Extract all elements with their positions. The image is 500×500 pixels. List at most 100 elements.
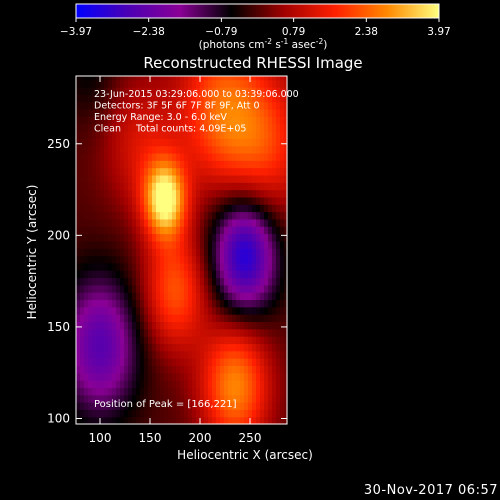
heatmap-cell xyxy=(96,277,101,286)
heatmap-cell xyxy=(152,314,157,323)
heatmap-cell xyxy=(284,306,288,315)
heatmap-image xyxy=(76,76,288,425)
heatmap-cell xyxy=(188,101,193,110)
heatmap-cell xyxy=(116,380,121,388)
heatmap-cell xyxy=(88,299,93,308)
heatmap-cell xyxy=(84,145,89,154)
heatmap-cell xyxy=(80,196,85,205)
heatmap-cell xyxy=(220,182,225,191)
heatmap-cell xyxy=(104,270,109,279)
heatmap-cell xyxy=(180,130,185,139)
heatmap-cell xyxy=(160,226,165,235)
heatmap-cell xyxy=(272,145,277,154)
heatmap-cell xyxy=(116,321,121,330)
heatmap-cell xyxy=(248,204,253,213)
heatmap-cell xyxy=(148,255,153,264)
heatmap-cell xyxy=(240,218,245,227)
heatmap-cell xyxy=(120,365,125,374)
heatmap-cell xyxy=(108,372,113,381)
heatmap-cell xyxy=(208,387,213,396)
heatmap-cell xyxy=(108,240,113,249)
heatmap-cell xyxy=(280,211,285,220)
heatmap-cell xyxy=(236,189,241,198)
heatmap-cell xyxy=(124,321,129,330)
heatmap-cell xyxy=(284,123,288,132)
heatmap-cell xyxy=(196,306,201,315)
heatmap-cell xyxy=(140,130,145,139)
heatmap-cell xyxy=(108,292,113,301)
heatmap-cell xyxy=(180,394,185,403)
heatmap-cell xyxy=(176,240,181,249)
heatmap-cell xyxy=(196,402,201,410)
heatmap-cell xyxy=(244,167,249,176)
heatmap-cell xyxy=(128,358,133,366)
heatmap-cell xyxy=(176,79,181,88)
heatmap-cell xyxy=(228,402,233,410)
heatmap-cell xyxy=(148,160,153,169)
heatmap-cell xyxy=(88,160,93,169)
heatmap-cell xyxy=(284,394,288,403)
heatmap-cell xyxy=(268,402,273,410)
heatmap-cell xyxy=(184,86,189,95)
heatmap-cell xyxy=(160,328,165,337)
heatmap-cell xyxy=(208,284,213,293)
heatmap-cell xyxy=(100,416,105,425)
heatmap-cell xyxy=(104,130,109,139)
heatmap-cell xyxy=(228,167,233,176)
heatmap-cell xyxy=(168,306,173,315)
heatmap-cell xyxy=(144,409,149,418)
heatmap-cell xyxy=(100,358,105,366)
heatmap-cell xyxy=(192,204,197,213)
heatmap-cell xyxy=(112,387,117,396)
heatmap-cell xyxy=(140,76,145,81)
heatmap-cell xyxy=(268,196,273,205)
heatmap-cell xyxy=(212,314,217,323)
heatmap-cell xyxy=(160,108,165,117)
heatmap-cell xyxy=(112,365,117,374)
heatmap-cell xyxy=(100,138,105,147)
heatmap-cell xyxy=(200,79,205,88)
heatmap-cell xyxy=(104,314,109,323)
heatmap-cell xyxy=(252,196,257,205)
heatmap-cell xyxy=(112,240,117,249)
heatmap-cell xyxy=(108,416,113,425)
heatmap-cell xyxy=(224,394,229,403)
heatmap-cell xyxy=(192,328,197,337)
heatmap-cell xyxy=(264,86,269,95)
heatmap-cell xyxy=(168,328,173,337)
heatmap-cell xyxy=(212,218,217,227)
heatmap-cell xyxy=(168,145,173,154)
heatmap-cell xyxy=(284,174,288,183)
heatmap-cell xyxy=(184,138,189,147)
heatmap-cell xyxy=(196,233,201,242)
heatmap-cell xyxy=(216,204,221,213)
heatmap-cell xyxy=(80,365,85,374)
heatmap-cell xyxy=(136,204,141,213)
heatmap-cell xyxy=(248,152,253,161)
heatmap-cell xyxy=(284,372,288,381)
heatmap-cell xyxy=(272,94,277,103)
heatmap-cell xyxy=(76,130,81,139)
heatmap-cell xyxy=(216,292,221,301)
heatmap-cell xyxy=(248,365,253,374)
heatmap-cell xyxy=(184,233,189,242)
heatmap-cell xyxy=(132,189,137,198)
heatmap-cell xyxy=(208,196,213,205)
heatmap-cell xyxy=(180,358,185,366)
heatmap-cell xyxy=(116,343,121,352)
heatmap-cell xyxy=(252,402,257,410)
heatmap-cell xyxy=(176,152,181,161)
heatmap-cell xyxy=(136,328,141,337)
heatmap-cell xyxy=(244,211,249,220)
heatmap-cell xyxy=(156,336,161,345)
heatmap-cell xyxy=(80,372,85,381)
heatmap-cell xyxy=(284,380,288,388)
colorbar-tick-label: 0.79 xyxy=(282,26,305,38)
heatmap-cell xyxy=(96,409,101,418)
heatmap-cell xyxy=(212,336,217,345)
annotation-line: Detectors: 3F 5F 6F 7F 8F 9F, Att 0 xyxy=(94,101,260,112)
heatmap-cell xyxy=(284,328,288,337)
heatmap-cell xyxy=(168,240,173,249)
heatmap-cell xyxy=(248,336,253,345)
heatmap-cell xyxy=(112,336,117,345)
